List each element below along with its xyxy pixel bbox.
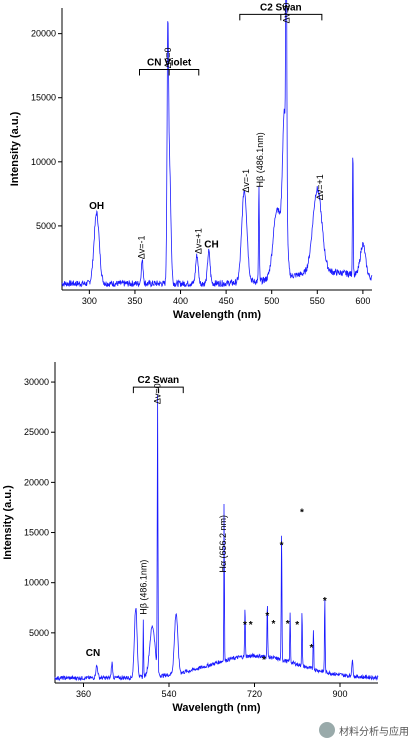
star-marker: * <box>286 619 290 630</box>
x-tick-label: 720 <box>247 689 262 699</box>
x-tick-label: 350 <box>127 296 142 306</box>
y-tick-label: 30000 <box>24 377 49 387</box>
band-label: C2 Swan <box>137 375 179 386</box>
band-label: C2 Swan <box>260 2 302 13</box>
band-bracket <box>132 386 184 394</box>
x-tick-label: 360 <box>76 689 91 699</box>
y-tick-label: 15000 <box>24 528 49 538</box>
peak-label: Δv=0 <box>153 383 163 404</box>
peak-label: Hβ (486.1nm) <box>138 560 148 615</box>
spectrum-line <box>61 0 373 288</box>
peak-label: Hα (656.2 nm) <box>218 515 228 573</box>
species-label: OH <box>89 201 104 212</box>
y-tick-label: 5000 <box>29 628 49 638</box>
x-axis-title: Wavelength (nm) <box>172 702 261 714</box>
star-marker: * <box>265 611 269 622</box>
star-marker: * <box>243 620 247 631</box>
peak-label: Δv=-1 <box>241 169 251 193</box>
star-marker: * <box>295 620 299 631</box>
species-label: CH <box>204 240 218 251</box>
x-tick-label: 540 <box>161 689 176 699</box>
chart-panel-2: 360 540 720 900 5000 10000 15000 20000 25000 3000… <box>2 362 379 714</box>
x-tick-label: 500 <box>264 296 279 306</box>
peak-label: Δv=+1 <box>194 228 204 254</box>
x-tick-label: 450 <box>219 296 234 306</box>
star-marker: * <box>280 541 284 552</box>
x-tick-label: 600 <box>355 296 370 306</box>
y-tick-label: 20000 <box>31 29 56 39</box>
x-tick-label: 400 <box>173 296 188 306</box>
band-label: CN Violet <box>147 58 192 69</box>
star-marker: * <box>262 655 266 666</box>
peak-label: Δv=+1 <box>315 174 325 200</box>
x-tick-label: 550 <box>310 296 325 306</box>
y-tick-label: 10000 <box>31 157 56 167</box>
peak-label: Hβ (486.1nm) <box>255 132 265 187</box>
species-label: CN <box>86 648 100 659</box>
peak-label: Δv=0 <box>163 47 173 68</box>
x-tick-label: 900 <box>332 689 347 699</box>
wechat-icon <box>319 722 335 738</box>
star-marker: * <box>310 643 314 654</box>
peak-label: Δv=-1 <box>136 235 146 259</box>
y-tick-label: 15000 <box>31 93 56 103</box>
spectrum-line <box>54 394 379 682</box>
star-marker: * <box>249 620 253 631</box>
y-tick-label: 25000 <box>24 427 49 437</box>
band-bracket <box>139 69 200 76</box>
y-axis-title: Intensity (a.u.) <box>2 485 14 560</box>
x-axis-title: Wavelength (nm) <box>173 309 262 321</box>
watermark: 材料分析与应用 <box>319 722 409 738</box>
watermark-text: 材料分析与应用 <box>339 726 409 738</box>
y-tick-label: 20000 <box>24 477 49 487</box>
y-axis-title: Intensity (a.u.) <box>9 111 21 186</box>
star-marker: * <box>300 507 304 518</box>
y-tick-label: 10000 <box>24 578 49 588</box>
chart-panel-1: 300 350 400 450 500 550 600 5000 10000 15000 20000… <box>9 0 373 321</box>
peak-label: Δv=0 <box>281 3 291 24</box>
band-bracket <box>239 13 323 21</box>
x-tick-label: 300 <box>82 296 97 306</box>
star-marker: * <box>272 619 276 630</box>
star-marker: * <box>323 596 327 607</box>
y-tick-label: 5000 <box>36 221 56 231</box>
